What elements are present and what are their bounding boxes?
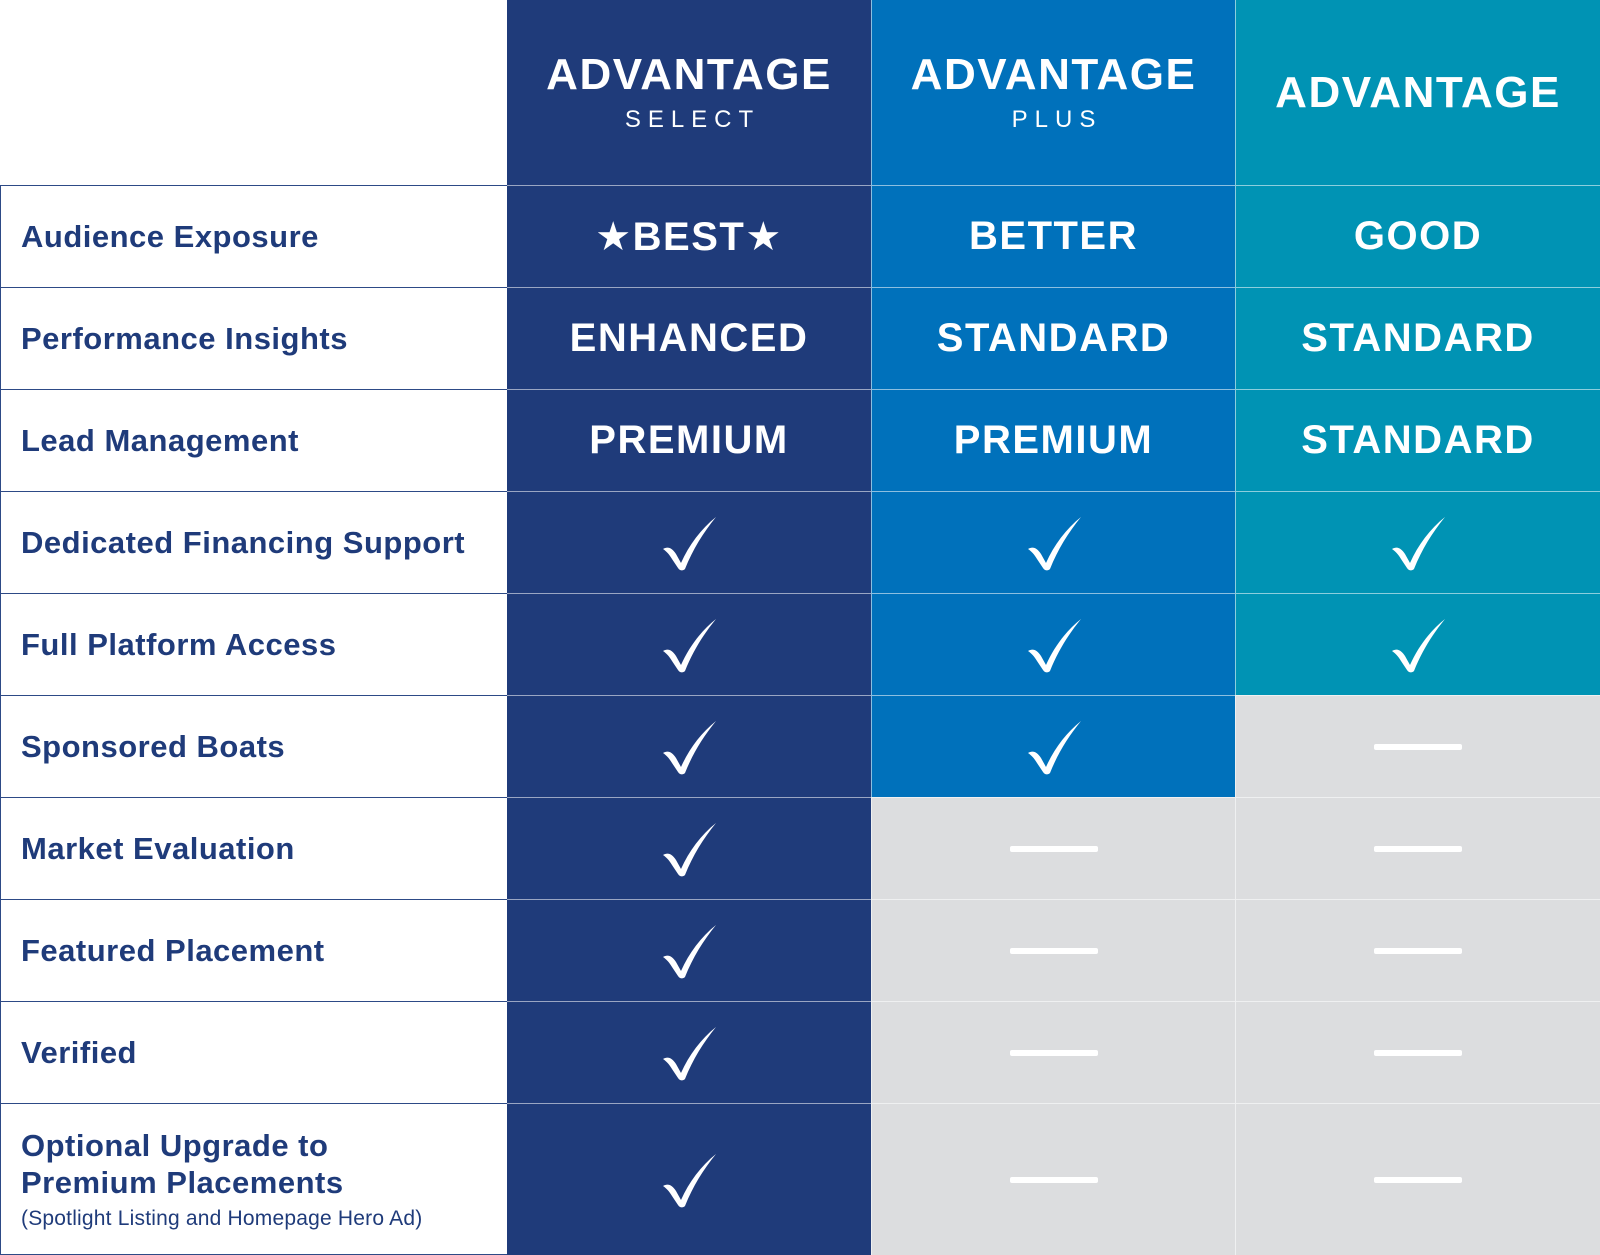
feature-label: Market Evaluation bbox=[21, 831, 295, 866]
not-included-dash-icon bbox=[1374, 1049, 1462, 1056]
tier-title: ADVANTAGE bbox=[546, 49, 832, 99]
feature-label: Audience Exposure bbox=[21, 219, 319, 254]
checkmark-icon bbox=[659, 1023, 719, 1083]
tier-header-plus: ADVANTAGE PLUS bbox=[871, 0, 1235, 185]
checkmark-icon bbox=[659, 513, 719, 573]
tier-value: PREMIUM bbox=[589, 418, 789, 462]
feature-label: Verified bbox=[21, 1035, 137, 1070]
value-cell: GOOD bbox=[1235, 185, 1600, 287]
value-cell: ENHANCED bbox=[507, 287, 871, 389]
feature-label: Performance Insights bbox=[21, 321, 348, 356]
not-included-cell bbox=[1235, 1103, 1600, 1255]
not-included-cell bbox=[871, 1001, 1235, 1103]
tier-subtitle: SELECT bbox=[624, 105, 761, 133]
value-cell: STANDARD bbox=[1235, 389, 1600, 491]
row-label-market-evaluation: Market Evaluation bbox=[0, 797, 507, 899]
tier-title: ADVANTAGE bbox=[1275, 67, 1561, 117]
included-cell bbox=[507, 593, 871, 695]
feature-label: Lead Management bbox=[21, 423, 299, 458]
tier-value: STANDARD bbox=[1301, 316, 1535, 360]
not-included-cell bbox=[871, 899, 1235, 1001]
row-label-dedicated-financing-support: Dedicated Financing Support bbox=[0, 491, 507, 593]
not-included-cell bbox=[1235, 797, 1600, 899]
checkmark-icon bbox=[1024, 717, 1084, 777]
included-cell bbox=[507, 1001, 871, 1103]
header-corner bbox=[0, 0, 507, 185]
row-label-verified: Verified bbox=[0, 1001, 507, 1103]
included-cell bbox=[507, 695, 871, 797]
tier-value: BETTER bbox=[969, 214, 1138, 258]
not-included-dash-icon bbox=[1009, 845, 1098, 852]
checkmark-icon bbox=[1024, 513, 1084, 573]
tier-title: ADVANTAGE bbox=[910, 49, 1197, 99]
row-label-performance-insights: Performance Insights bbox=[0, 287, 507, 389]
checkmark-icon bbox=[1388, 615, 1448, 675]
not-included-dash-icon bbox=[1374, 947, 1462, 954]
tier-header-select: ADVANTAGE SELECT bbox=[507, 0, 871, 185]
not-included-cell bbox=[871, 1103, 1235, 1255]
not-included-cell bbox=[1235, 1001, 1600, 1103]
row-label-optional-upgrade-to-premium-placements: Optional Upgrade to Premium Placements (S… bbox=[0, 1103, 507, 1255]
tier-value: ENHANCED bbox=[569, 316, 809, 360]
feature-label: Full Platform Access bbox=[21, 627, 337, 662]
row-label-sponsored-boats: Sponsored Boats bbox=[0, 695, 507, 797]
not-included-dash-icon bbox=[1009, 947, 1098, 954]
row-label-full-platform-access: Full Platform Access bbox=[0, 593, 507, 695]
feature-label: Sponsored Boats bbox=[21, 729, 286, 764]
value-cell: BETTER bbox=[871, 185, 1235, 287]
checkmark-icon bbox=[659, 819, 719, 879]
tier-header-base: ADVANTAGE bbox=[1235, 0, 1600, 185]
value-cell: STANDARD bbox=[1235, 287, 1600, 389]
checkmark-icon bbox=[659, 921, 719, 981]
included-cell bbox=[507, 491, 871, 593]
tier-value: PREMIUM bbox=[953, 418, 1154, 462]
value-cell: STANDARD bbox=[871, 287, 1235, 389]
tier-value: STANDARD bbox=[936, 316, 1171, 360]
not-included-dash-icon bbox=[1374, 845, 1462, 852]
not-included-cell bbox=[871, 797, 1235, 899]
not-included-cell bbox=[1235, 695, 1600, 797]
feature-label: Dedicated Financing Support bbox=[21, 525, 466, 560]
row-label-featured-placement: Featured Placement bbox=[0, 899, 507, 1001]
checkmark-icon bbox=[1024, 615, 1084, 675]
not-included-cell bbox=[1235, 899, 1600, 1001]
feature-sublabel: (Spotlight Listing and Homepage Hero Ad) bbox=[21, 1207, 423, 1230]
not-included-dash-icon bbox=[1009, 1176, 1098, 1183]
checkmark-icon bbox=[659, 717, 719, 777]
included-cell bbox=[1235, 593, 1600, 695]
checkmark-icon bbox=[1388, 513, 1448, 573]
row-label-lead-management: Lead Management bbox=[0, 389, 507, 491]
checkmark-icon bbox=[659, 1150, 719, 1210]
value-cell: PREMIUM bbox=[871, 389, 1235, 491]
value-cell: PREMIUM bbox=[507, 389, 871, 491]
tier-subtitle: PLUS bbox=[1011, 105, 1103, 133]
tier-value: STANDARD bbox=[1301, 418, 1535, 462]
tier-value: GOOD bbox=[1353, 214, 1483, 258]
included-cell bbox=[871, 695, 1235, 797]
checkmark-icon bbox=[659, 615, 719, 675]
not-included-dash-icon bbox=[1374, 1176, 1462, 1183]
feature-label: Optional Upgrade to Premium Placements bbox=[21, 1128, 344, 1200]
included-cell bbox=[871, 593, 1235, 695]
included-cell bbox=[1235, 491, 1600, 593]
included-cell bbox=[507, 797, 871, 899]
tier-value: ★BEST★ bbox=[595, 214, 783, 259]
included-cell bbox=[507, 899, 871, 1001]
included-cell bbox=[507, 1103, 871, 1255]
included-cell bbox=[871, 491, 1235, 593]
not-included-dash-icon bbox=[1009, 1049, 1098, 1056]
feature-label: Featured Placement bbox=[21, 933, 325, 968]
value-cell: ★BEST★ bbox=[507, 185, 871, 287]
row-label-audience-exposure: Audience Exposure bbox=[0, 185, 507, 287]
not-included-dash-icon bbox=[1374, 743, 1462, 750]
